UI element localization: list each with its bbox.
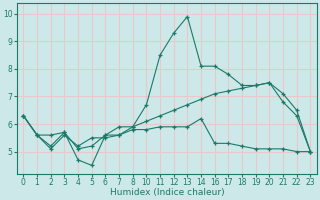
X-axis label: Humidex (Indice chaleur): Humidex (Indice chaleur) bbox=[109, 188, 224, 197]
